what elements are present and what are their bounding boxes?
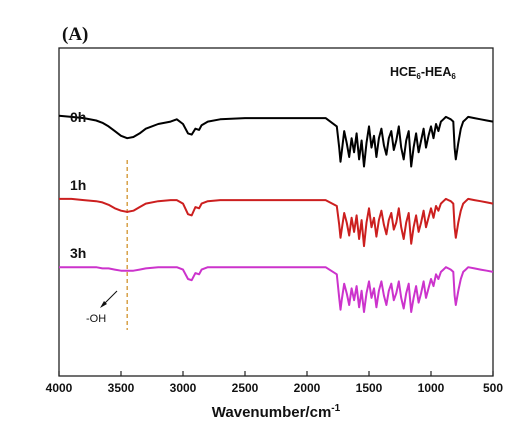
sample-label-base: HCE <box>390 65 416 79</box>
x-axis-title-main: Wavenumber/cm <box>212 404 331 421</box>
oh-annotation: -OH <box>86 313 106 325</box>
panel-label: (A) <box>62 24 88 45</box>
series-line-0h <box>58 114 494 168</box>
x-tick-label-3500: 3500 <box>108 381 135 395</box>
oh-arrow-head <box>100 301 107 308</box>
x-axis-ticks: 4000 3500 3000 2500 2000 1500 1000 500 <box>46 371 503 395</box>
x-tick-label-500: 500 <box>483 381 503 395</box>
sample-label-sub2: 6 <box>451 72 456 81</box>
x-tick-label-3000: 3000 <box>170 381 197 395</box>
x-tick-label-1000: 1000 <box>418 381 445 395</box>
sample-label: HCE6-HEA6 <box>390 65 456 81</box>
series-label-1h: 1h <box>70 177 86 193</box>
sample-label-sub1: 6 <box>416 72 421 81</box>
x-tick-label-4000: 4000 <box>46 381 73 395</box>
x-tick-label-2000: 2000 <box>294 381 321 395</box>
series-label-0h: 0h <box>70 109 86 125</box>
plot-frame <box>58 47 494 377</box>
series-line-3h <box>59 266 494 313</box>
x-tick-label-1500: 1500 <box>356 381 383 395</box>
x-tick-label-2500: 2500 <box>232 381 259 395</box>
series-line-1h <box>59 197 494 248</box>
series-labels: 0h 1h 3h <box>70 109 86 261</box>
series-label-3h: 3h <box>70 245 86 261</box>
spectra-series-group <box>58 114 494 313</box>
x-axis-title-sup: -1 <box>331 403 340 414</box>
sample-label-mid: -HEA <box>421 65 452 79</box>
x-axis-title: Wavenumber/cm-1 <box>212 403 341 421</box>
